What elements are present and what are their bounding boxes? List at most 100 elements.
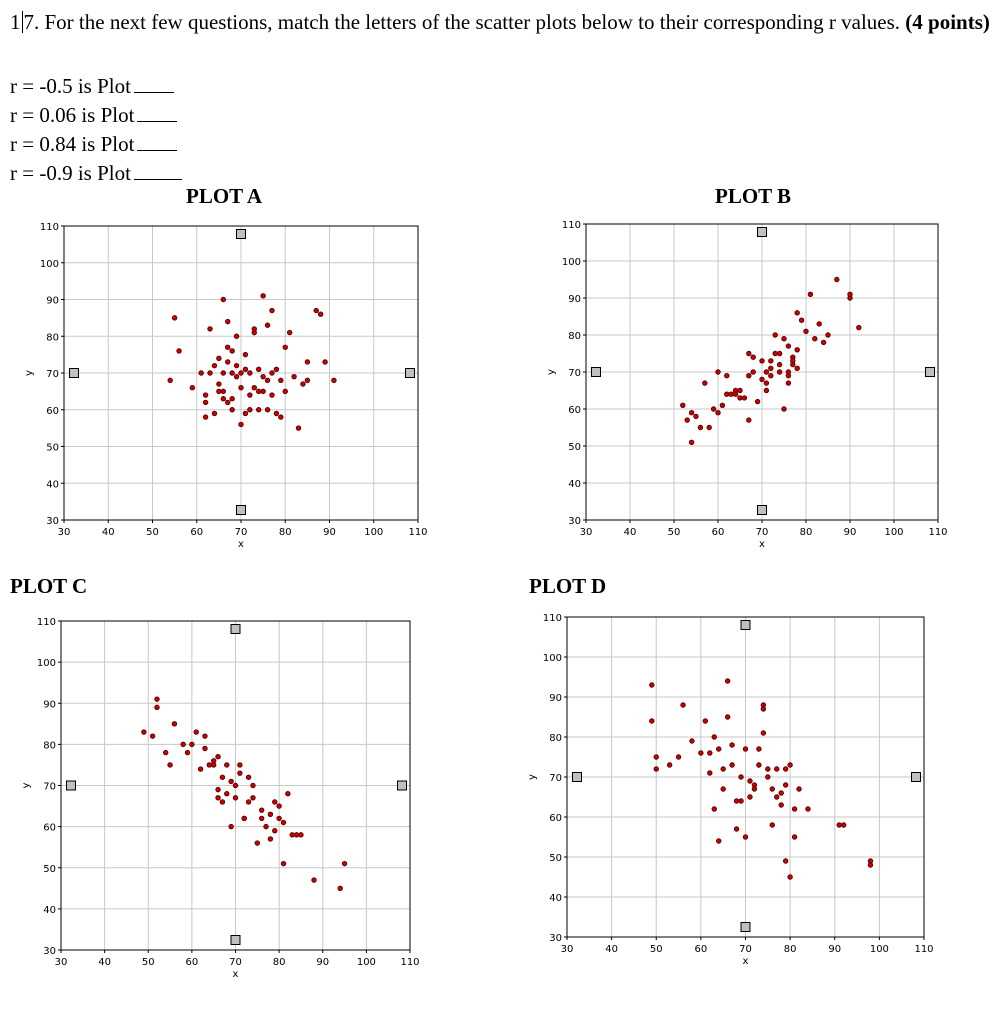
data-point	[787, 762, 793, 768]
data-point	[224, 791, 230, 797]
data-point	[763, 380, 770, 386]
data-point	[763, 369, 770, 375]
y-tick-label: 110	[562, 220, 581, 231]
data-point	[666, 762, 673, 768]
data-point	[238, 421, 244, 428]
data-point	[720, 786, 726, 792]
x-tick-label: 60	[190, 527, 203, 538]
data-point	[269, 307, 275, 314]
axis-handle	[757, 505, 767, 515]
y-tick-label: 80	[46, 332, 59, 343]
data-point	[653, 766, 659, 772]
data-point	[258, 815, 265, 822]
y-tick-label: 30	[43, 946, 56, 957]
y-tick-label: 30	[46, 516, 59, 527]
data-point	[688, 439, 695, 445]
answer-line-1: r = -0.5 is Plot	[10, 72, 182, 101]
data-point	[785, 380, 792, 386]
x-tick-label: 100	[870, 944, 889, 955]
data-point	[742, 746, 749, 752]
data-point	[202, 414, 209, 420]
x-tick-label: 80	[273, 957, 286, 968]
data-point	[250, 782, 256, 789]
data-point	[258, 807, 265, 813]
data-point	[285, 791, 291, 797]
x-tick-label: 90	[316, 957, 329, 968]
data-point	[202, 392, 209, 398]
data-point	[778, 790, 784, 796]
data-point	[232, 795, 239, 801]
axis-handle	[911, 772, 921, 782]
axis-handle	[572, 772, 582, 782]
axis-handle	[66, 780, 76, 791]
data-point	[675, 754, 682, 760]
y-tick-label: 100	[37, 658, 56, 669]
axis-handle	[925, 367, 935, 377]
y-tick-label: 80	[43, 740, 56, 751]
data-point	[282, 388, 288, 395]
data-point	[763, 387, 770, 394]
data-point	[733, 826, 740, 832]
plot-c-title: PLOT C	[10, 574, 88, 598]
data-point	[216, 355, 222, 361]
data-point	[273, 366, 280, 373]
x-tick-label: 30	[561, 944, 574, 955]
answer-blank-3[interactable]	[137, 132, 178, 151]
data-point	[337, 885, 343, 892]
x-tick-label: 50	[668, 527, 681, 538]
answer-blank-2[interactable]	[137, 103, 178, 122]
data-point	[776, 350, 783, 357]
y-axis-label: y	[527, 774, 538, 780]
x-tick-label: 90	[844, 527, 857, 538]
data-point	[746, 417, 752, 423]
data-point	[220, 388, 226, 395]
answer-blank-1[interactable]	[133, 74, 174, 93]
data-point	[741, 395, 748, 401]
data-point	[707, 770, 713, 776]
data-point	[765, 774, 771, 780]
answer-blank-4[interactable]	[133, 161, 182, 180]
data-point	[220, 396, 226, 402]
data-point	[238, 370, 244, 376]
y-tick-label: 80	[549, 733, 562, 744]
data-point	[856, 324, 862, 331]
data-point	[280, 860, 287, 867]
data-point	[202, 733, 208, 739]
x-tick-label: 90	[828, 944, 841, 955]
data-point	[247, 392, 253, 398]
data-point	[207, 326, 213, 332]
data-point	[689, 738, 695, 744]
x-tick-label: 70	[739, 944, 752, 955]
y-tick-label: 70	[46, 369, 59, 380]
data-point	[215, 754, 221, 760]
answer-line-2: r = 0.06 is Plot	[10, 101, 182, 130]
data-point	[198, 370, 204, 376]
data-point	[242, 366, 249, 373]
data-point	[738, 798, 744, 804]
data-point	[697, 424, 704, 431]
x-tick-label: 40	[624, 527, 637, 538]
data-point	[729, 742, 735, 748]
x-tick-label: 30	[55, 957, 68, 968]
data-point	[264, 407, 271, 413]
x-tick-label: 60	[186, 957, 199, 968]
data-point	[228, 823, 234, 830]
data-point	[791, 806, 798, 812]
data-point	[794, 310, 800, 316]
data-point	[825, 332, 831, 338]
data-point	[298, 832, 304, 838]
data-point	[711, 734, 717, 740]
question-text: 1 7. For the next few questions, match th…	[10, 10, 990, 34]
x-tick-label: 80	[279, 527, 292, 538]
answer-list: r = -0.5 is Plot r = 0.06 is Plot r = 0.…	[10, 72, 182, 188]
axis-handle	[757, 227, 767, 237]
data-point	[225, 344, 231, 350]
data-point	[733, 798, 740, 804]
data-point	[211, 410, 218, 417]
data-point	[171, 315, 178, 321]
question-instruction: For the next few questions, match the le…	[39, 10, 906, 34]
data-point	[154, 696, 160, 702]
data-point	[796, 786, 802, 792]
x-tick-label: 110	[928, 527, 947, 538]
